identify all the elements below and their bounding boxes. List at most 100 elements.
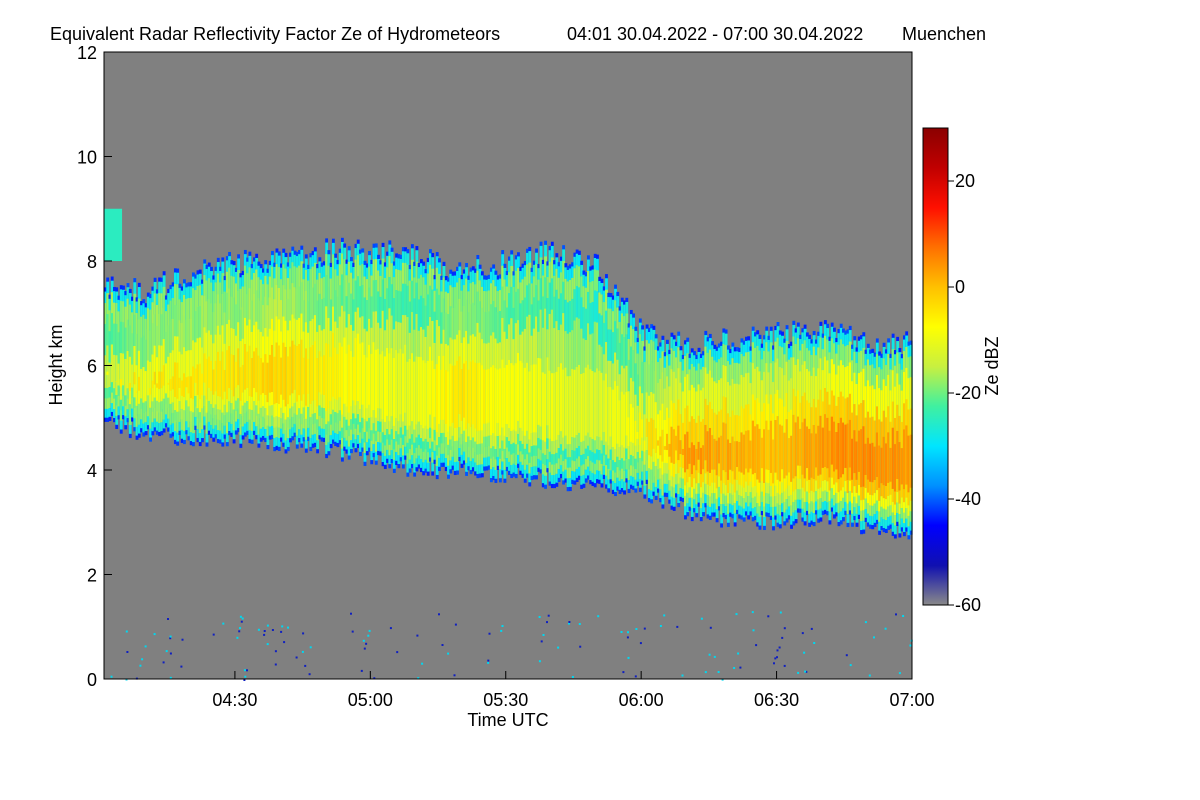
x-axis-label: Time UTC [467, 710, 548, 730]
cloud-column-segment [232, 355, 236, 397]
cloud-column-segment [261, 362, 265, 394]
cloud-column-segment [878, 445, 882, 488]
cloud-column-segment [638, 412, 642, 445]
clutter-dot [367, 634, 370, 637]
clutter-dot [287, 626, 289, 629]
cloud-column-segment [733, 441, 737, 480]
cloud-column-segment [769, 420, 773, 473]
cloud-column-segment [361, 342, 365, 405]
cloud-column-segment [713, 438, 717, 470]
cloud-column-segment [593, 372, 597, 441]
colorbar-tick-label: -40 [955, 489, 981, 509]
cloud-column-segment [708, 427, 712, 473]
clutter-dot [500, 629, 503, 632]
cloud-column-segment [329, 356, 333, 402]
cloud-column-segment [406, 361, 410, 430]
cloud-column-segment [833, 421, 836, 472]
cloud-column-segment [794, 422, 798, 477]
cloud-column-segment [444, 370, 448, 425]
cloud-column-segment [435, 364, 439, 433]
colorbar-ticks: -60 -40 -20 0 20 [948, 171, 981, 615]
cloud-column-segment [810, 433, 814, 478]
cloud-column-segment [823, 414, 827, 467]
cloud-column-segment [128, 356, 132, 405]
clutter-dot [659, 625, 662, 627]
cloud-column-segment [801, 422, 805, 475]
cloud-column-segment [173, 362, 177, 398]
cloud-column-segment [616, 385, 620, 444]
cloud-column-segment [171, 350, 175, 403]
cloud-column-segment [681, 448, 685, 456]
clutter-dot [801, 632, 804, 635]
cloud-column-segment [106, 345, 110, 388]
clutter-dot [568, 621, 571, 623]
cloud-column-segment [460, 369, 464, 421]
cloud-column-segment [715, 440, 719, 476]
cloud-column-segment [589, 369, 593, 438]
cloud-column-segment [426, 360, 430, 429]
clutter-dot [776, 656, 778, 659]
cloud-column-segment [571, 369, 575, 437]
cloud-column-segment [487, 368, 491, 423]
clutter-dot [845, 654, 848, 657]
cloud-column-segment [575, 367, 579, 435]
cloud-column-segment [864, 443, 868, 475]
cloud-column-segment [860, 429, 863, 488]
cloud-column-segment [196, 364, 200, 396]
cloud-column-segment [318, 351, 322, 393]
cloud-column-segment [408, 359, 412, 426]
cloud-column-segment [548, 370, 552, 439]
cloud-column-segment [862, 426, 866, 487]
cloud-column-segment [185, 377, 189, 388]
cloud-column-segment [783, 432, 787, 479]
y-tick-label: 0 [87, 670, 97, 690]
cloud-column-segment [826, 417, 830, 469]
cloud-column-segment [693, 445, 696, 466]
cloud-column-segment [372, 342, 376, 411]
colorbar-tick-label: -20 [955, 383, 981, 403]
cloud-column-segment [478, 362, 482, 431]
cloud-column-segment [167, 382, 171, 385]
cloud-column-segment [537, 357, 541, 425]
clutter-dot [350, 612, 352, 615]
clutter-dot [805, 670, 808, 673]
chart-time-range: 04:01 30.04.2022 - 07:00 30.04.2022 [567, 24, 863, 44]
cloud-column-segment [763, 429, 766, 483]
colorbar-tick-label: 0 [955, 277, 965, 297]
cloud-column-segment [884, 443, 888, 487]
cloud-column-segment [480, 365, 484, 431]
cloud-column-segment [704, 424, 708, 461]
cloud-column-segment [747, 430, 751, 473]
cloud-column-segment [343, 337, 347, 404]
clutter-dot [501, 625, 504, 627]
cloud-column-segment [814, 433, 818, 468]
cloud-column-segment [309, 347, 313, 405]
cloud-column-segment [492, 365, 496, 434]
cloud-column-segment [609, 387, 613, 437]
clutter-dot [240, 620, 243, 623]
cloud-column-segment [153, 371, 157, 385]
cloud-column-segment [618, 400, 622, 447]
cloud-column-segment [819, 415, 823, 475]
clutter-dot [538, 660, 541, 663]
cloud-column-segment [790, 435, 793, 482]
clutter-dot [620, 631, 623, 633]
cloud-column-segment [485, 369, 489, 424]
clutter-dot [169, 652, 172, 655]
y-tick-label: 6 [87, 357, 97, 377]
clutter-dot [733, 667, 736, 669]
cloud-column-segment [474, 362, 478, 429]
clutter-dot [263, 630, 266, 632]
clutter-dot [302, 632, 305, 635]
cloud-column-segment [546, 357, 550, 426]
cloud-column-segment [902, 429, 906, 490]
cloud-column-segment [519, 360, 523, 428]
x-tick-label: 06:30 [754, 690, 799, 710]
cloud-column-segment [214, 360, 218, 392]
clutter-dot [110, 675, 113, 678]
clutter-dot [438, 613, 440, 616]
cloud-column-segment [365, 357, 369, 409]
cloud-column-segment [702, 445, 705, 470]
cloud-column-segment [498, 368, 502, 436]
clutter-dot [274, 650, 277, 653]
